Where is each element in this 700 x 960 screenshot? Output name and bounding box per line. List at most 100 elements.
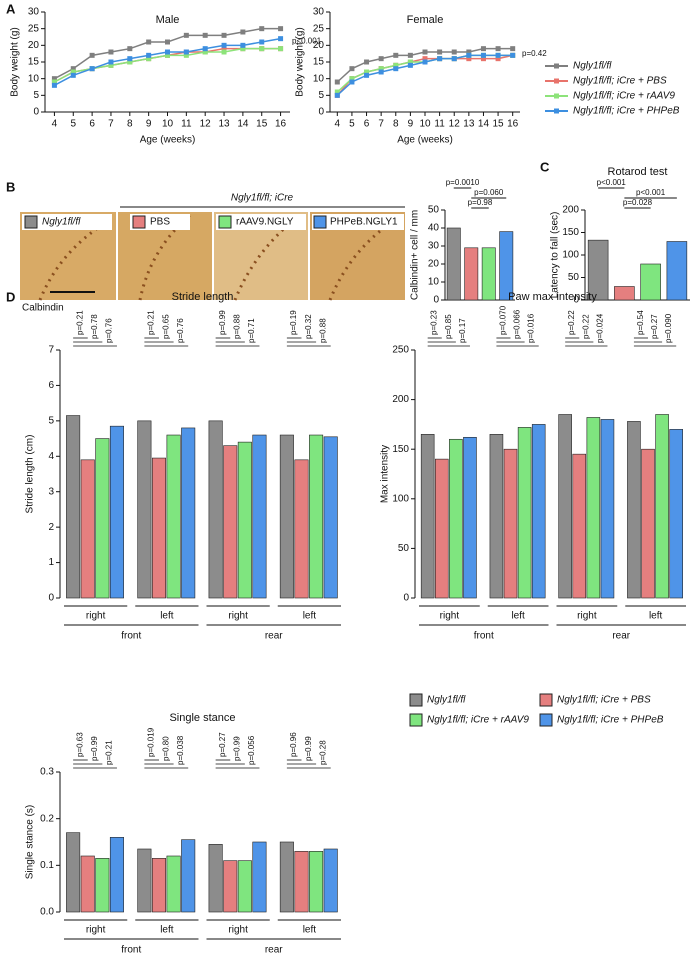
chart-title: Male [156,14,180,26]
p-value: p=0.99 [90,736,99,761]
p-value: p=0.96 [289,732,298,757]
point [221,49,227,55]
y-tick-label: 50 [568,272,580,283]
point [165,52,170,58]
point [466,49,472,55]
label-swatch [24,215,38,229]
bar [655,414,669,599]
y-tick-label: 25 [313,23,325,34]
legend-label: Ngly1fl/fl; iCre + PHPeB [573,106,680,117]
point [221,32,227,38]
p-value: p=0.88 [318,318,327,343]
y-tick-label: 0.2 [40,813,54,824]
point [127,59,133,65]
bar [481,247,496,301]
x-tick-label: 15 [256,119,268,130]
legend-swatch [539,693,553,707]
group-label: rear [265,631,283,642]
bar [80,459,95,599]
bar [109,837,124,913]
p-value: p=0.76 [176,318,185,343]
histology-header: Ngly1fl/fl; iCre [231,193,294,204]
p-value: p=0.99 [218,310,227,335]
point [89,52,95,58]
label-swatch [313,215,327,229]
y-tick-label: 20 [428,259,440,270]
y-tick-label: 0.1 [40,860,54,871]
y-tick-label: 0 [573,295,579,306]
p-value: p=0.016 [527,313,536,343]
bar [294,851,309,913]
bar [66,415,81,599]
point [183,52,189,58]
point [364,69,370,75]
label-box [22,214,112,230]
y-tick-label: 5 [33,90,39,101]
bar [449,438,463,599]
bar [586,417,601,599]
point [451,56,457,62]
p-value: p=0.19 [289,310,298,335]
x-tick-label: 4 [335,119,341,130]
group-label: rear [612,631,630,642]
bar [531,424,546,599]
y-tick-label: 200 [562,205,579,216]
legend-swatch [539,713,553,727]
point [146,52,152,58]
point [51,76,57,82]
legend-label: Ngly1fl/fl; iCre + rAAV9 [573,91,675,102]
x-tick-label: 5 [70,119,76,130]
point [378,69,384,75]
point [364,59,370,65]
bar [614,286,635,301]
y-tick-label: 0 [48,593,54,604]
y-axis-label: Body weight (g) [10,27,21,96]
bar [181,427,196,599]
point [259,26,265,32]
p-value: p=0.78 [90,314,99,339]
bar [137,420,152,599]
x-tick-label: 8 [393,119,399,130]
p-value: p=0.22 [581,314,590,339]
bar [166,434,181,599]
x-tick-label: right [228,611,248,622]
x-tick-label: right [86,611,106,622]
legend-marker [554,63,559,69]
point [108,49,114,55]
bar [109,425,124,599]
y-tick-label: 7 [48,345,54,356]
y-tick-label: 20 [313,40,325,51]
point [127,46,133,52]
x-tick-label: left [511,611,525,622]
x-tick-label: 13 [218,119,230,130]
point [393,62,399,68]
bar [434,458,449,599]
x-tick-label: left [160,611,174,622]
y-tick-label: 15 [313,57,325,68]
point [378,56,384,62]
point [240,46,246,52]
point [240,42,246,48]
point [51,82,57,88]
y-tick-label: 25 [28,23,40,34]
point [378,66,384,72]
point [466,52,472,58]
x-tick-label: 7 [108,119,114,130]
p-value: p=0.028 [623,198,653,207]
histology-label: rAAV9.NGLY [236,217,294,228]
x-tick-label: right [440,611,460,622]
point [349,66,355,72]
bar [95,438,110,599]
p-value: p=0.32 [304,314,313,339]
group-label: front [121,945,141,956]
y-axis-label: Max intensity [380,445,391,503]
bar [600,419,615,599]
p-value: p=0.71 [247,318,256,343]
bar [572,453,587,599]
x-tick-label: 12 [200,119,212,130]
p-value: p=0.23 [430,310,439,335]
bar [669,429,683,599]
bar [166,855,181,913]
point [202,49,208,55]
